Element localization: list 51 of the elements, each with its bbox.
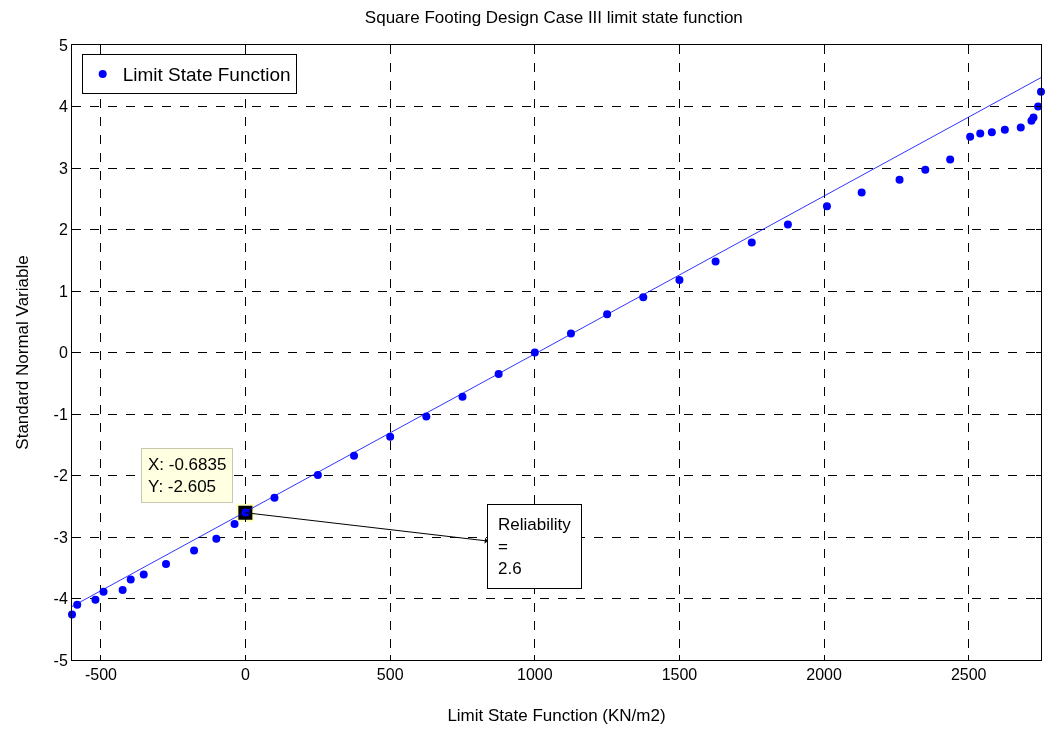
point	[921, 165, 930, 174]
x-tick-label: 0	[241, 666, 251, 684]
y-tick-label: -3	[53, 528, 68, 546]
point	[857, 188, 866, 197]
point	[118, 585, 127, 594]
point	[747, 238, 756, 247]
y-tick-label: 1	[58, 282, 68, 300]
annotation: X: -0.6835 Y: -2.605	[148, 455, 227, 497]
point	[895, 175, 904, 184]
point	[1016, 123, 1025, 132]
point	[987, 128, 996, 137]
point	[126, 575, 135, 584]
y-tick-label: -1	[53, 405, 68, 423]
y-tick-label: 4	[58, 98, 68, 116]
chart-title: Square Footing Design Case III limit state function	[364, 8, 743, 27]
point	[966, 132, 975, 141]
point	[386, 432, 395, 441]
point	[783, 220, 792, 229]
y-tick-label: -4	[53, 590, 68, 608]
y-tick-label: -5	[53, 651, 68, 669]
y-tick-label: 0	[58, 344, 68, 362]
x-tick-label: -500	[84, 666, 118, 684]
x-tick-label: 500	[376, 666, 404, 684]
legend-label: Limit State Function	[122, 64, 291, 86]
x-axis-title: Limit State Function (KN/m2)	[447, 706, 666, 725]
x-tick-label: 2500	[950, 666, 987, 684]
y-tick-label: -2	[53, 467, 68, 485]
x-tick-label: 1000	[517, 666, 553, 684]
y-tick-label: 3	[58, 159, 68, 177]
y-axis-title: Standard Normal Variable	[13, 255, 32, 450]
annotation: Reliability = 2.6	[498, 515, 572, 579]
point	[313, 470, 322, 479]
point	[91, 595, 100, 604]
point	[711, 257, 720, 266]
x-tick-label: 1500	[661, 666, 698, 684]
point	[162, 560, 171, 569]
x-tick-label: 2000	[806, 666, 842, 684]
point	[190, 546, 199, 555]
point	[212, 534, 221, 543]
point	[1000, 125, 1009, 134]
point	[350, 451, 359, 460]
point	[230, 520, 239, 529]
point	[139, 570, 148, 579]
point	[1037, 87, 1045, 96]
y-tick-label: 5	[58, 36, 68, 54]
point	[976, 129, 985, 138]
point	[68, 610, 76, 619]
point	[822, 202, 831, 211]
point	[675, 275, 684, 284]
y-tick-label: 2	[58, 221, 68, 239]
point	[946, 155, 955, 164]
